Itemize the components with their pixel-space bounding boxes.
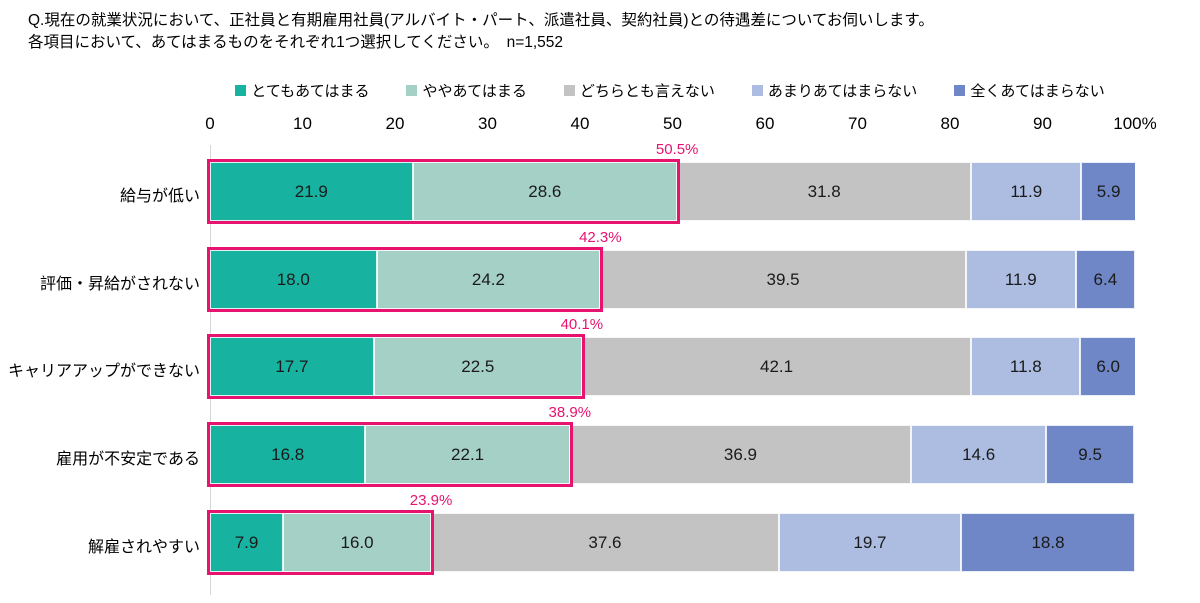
legend-label: どちらとも言えない <box>579 83 715 100</box>
bar-segment-series4: 11.9 <box>971 162 1082 221</box>
bar-segments: 21.9 28.6 31.8 11.9 5.9 <box>210 162 1135 221</box>
legend-item-3: あまりあてはまらない <box>751 80 918 101</box>
category-label: 解雇されやすい <box>87 538 200 556</box>
bar-segments: 18.0 24.2 39.5 11.9 6.4 <box>210 250 1135 309</box>
legend-swatch-icon <box>235 85 247 96</box>
bar-segment-series3: 39.5 <box>600 250 966 309</box>
bar-segment-series5: 9.5 <box>1046 425 1135 484</box>
legend-swatch-icon <box>406 85 418 96</box>
sum-annotation: 42.3% <box>579 229 622 246</box>
bar-row: 16.8 22.1 36.9 14.6 9.5 38.9% <box>207 404 1135 487</box>
category-label: 雇用が不安定である <box>56 450 200 468</box>
bar-segment-series1: 16.8 <box>210 425 366 484</box>
bar-segment-series4: 19.7 <box>778 513 962 572</box>
bar-row: 7.9 16.0 37.6 19.7 18.8 23.9% <box>207 492 1135 575</box>
x-tick-label: 20 <box>385 114 405 133</box>
sum-annotation: 23.9% <box>409 492 453 509</box>
legend-item-0: とてもあてはまる <box>235 80 369 101</box>
bar-segment-series2: 22.5 <box>373 337 582 396</box>
bar-segment-series1: 18.0 <box>210 250 377 309</box>
legend-label: ややあてはまる <box>422 83 527 100</box>
x-axis-ticks: 0 10 20 30 40 50 60 70 80 90 100% <box>205 114 1156 138</box>
legend-item-1: ややあてはまる <box>406 80 527 101</box>
bar-segment-series3: 37.6 <box>431 513 779 572</box>
bar-row: 21.9 28.6 31.8 11.9 5.9 50.5% <box>207 141 1135 224</box>
bar-segments: 17.7 22.5 42.1 11.8 6.0 <box>210 337 1135 396</box>
chart-question-title: Q.現在の就業状況において、正社員と有期雇用社員(アルバイト・パート、派遣社員、… <box>28 10 934 54</box>
bar-segment-series5: 6.4 <box>1075 250 1135 309</box>
bar-segment-series1: 21.9 <box>210 162 413 221</box>
bar-segments: 7.9 16.0 37.6 19.7 18.8 <box>210 513 1135 572</box>
category-label: 評価・昇給がされない <box>39 275 200 293</box>
legend-label: とてもあてはまる <box>251 83 370 100</box>
question-title-line2: 各項目において、あてはまるものをそれぞれ1つ選択してください。 n=1,552 <box>28 34 564 51</box>
legend-item-2: どちらとも言えない <box>563 80 715 101</box>
bar-segment-series2: 22.1 <box>365 425 570 484</box>
bar-segments: 16.8 22.1 36.9 14.6 9.5 <box>210 425 1135 484</box>
sum-annotation: 50.5% <box>655 141 699 158</box>
x-tick-label: 10 <box>293 114 312 133</box>
x-tick-label: 0 <box>205 114 215 133</box>
bar-segment-series3: 42.1 <box>581 337 972 396</box>
bar-segment-series4: 14.6 <box>911 425 1047 484</box>
bar-segment-series5: 18.8 <box>961 513 1135 572</box>
sum-annotation: 40.1% <box>560 316 604 333</box>
x-tick-label: 100% <box>1113 114 1157 133</box>
legend: とてもあてはまる ややあてはまる どちらとも言えない あまりあてはまらない 全くあてはま… <box>205 80 1135 101</box>
legend-swatch-icon <box>563 85 575 96</box>
bar-segment-series3: 36.9 <box>569 425 912 484</box>
bar-segment-series5: 6.0 <box>1080 337 1135 396</box>
x-tick-label: 60 <box>755 114 775 133</box>
stacked-bar-chart: 21.9 28.6 31.8 11.9 5.9 50.5% 18.0 24.2 39.5 11.9… <box>207 141 1135 597</box>
bar-row: 18.0 24.2 39.5 11.9 6.4 42.3% <box>207 229 1135 312</box>
sum-annotation: 38.9% <box>548 404 592 421</box>
x-tick-label: 30 <box>478 114 497 133</box>
bar-segment-series4: 11.8 <box>971 337 1081 396</box>
legend-item-4: 全くあてはまらない <box>954 80 1105 101</box>
bar-segment-series3: 31.8 <box>677 162 972 221</box>
legend-swatch-icon <box>954 85 966 96</box>
category-label: 給与が低い <box>119 187 200 205</box>
category-labels: 給与が低い評価・昇給がされないキャリアアップができない雇用が不安定である解雇され… <box>0 145 200 595</box>
bar-segment-series2: 28.6 <box>412 162 678 221</box>
legend-label: あまりあてはまらない <box>767 83 918 100</box>
bar-segment-series1: 7.9 <box>210 513 284 572</box>
x-tick-label: 90 <box>1033 114 1052 133</box>
x-tick-label: 40 <box>570 114 590 133</box>
legend-label: 全くあてはまらない <box>970 83 1105 100</box>
x-tick-label: 50 <box>663 114 682 133</box>
x-tick-label: 70 <box>848 114 867 133</box>
bar-segment-series2: 16.0 <box>283 513 432 572</box>
bar-segment-series4: 11.9 <box>965 250 1076 309</box>
legend-swatch-icon <box>751 85 763 96</box>
question-title-line1: Q.現在の就業状況において、正社員と有期雇用社員(アルバイト・パート、派遣社員、… <box>28 12 934 29</box>
bar-segment-series1: 17.7 <box>210 337 374 396</box>
bar-segment-series5: 5.9 <box>1081 162 1135 221</box>
bar-row: 17.7 22.5 42.1 11.8 6.0 40.1% <box>207 316 1135 399</box>
category-label: キャリアアップができない <box>7 362 200 380</box>
bar-segment-series2: 24.2 <box>376 250 601 309</box>
x-tick-label: 80 <box>940 114 960 133</box>
